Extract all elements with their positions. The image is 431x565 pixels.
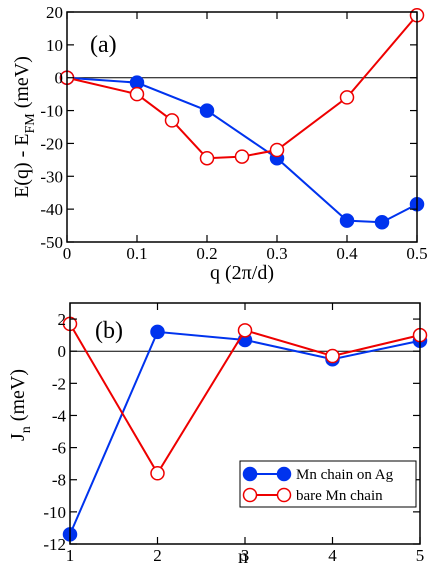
panel-a-x-tick-label: 0.1 [126,244,147,263]
panel-b-y-tick-label: -8 [52,471,66,490]
legend-label-series-1: Mn chain on Ag [296,467,394,483]
panel-b-y-tick-label: -4 [52,406,67,425]
panel-a-x-tick-label: 0.2 [196,244,217,263]
panel-a-y-axis-label-main: E(q) - E [11,134,33,198]
panel-a-x-tick-label: 0 [63,244,72,263]
panel-a-series-2-point [164,113,180,128]
panel-a-y-axis-label-subscript: FM [23,113,38,134]
panel-b-x-tick-label: 3 [241,546,250,565]
panel-a-series-1-point [199,103,215,118]
panel-b-series-2-point [325,348,340,364]
panel-a-y-axis-label-unit: (meV) [11,56,33,113]
legend-marker-series-1-left [242,466,258,482]
panel-a-series-2-point [129,86,145,102]
panel-b-y-axis-label-unit: (meV) [7,369,29,426]
legend-box [239,460,417,508]
panel-a-series-1-point [339,213,355,228]
panel-b-y-tick-label: 0 [58,342,67,361]
panel-a: 0 0.1 0.2 0.3 0.4 0.5 -50 -40 -30 -20 -10 0 10 20 (a)… [11,3,428,284]
legend-marker-series-2-right [276,487,292,503]
panel-a-plot-frame [66,11,418,243]
panel-b-x-axis-label: n [238,546,248,565]
panel-b-series-layer [62,316,428,542]
panel-a-y-tick-label: 10 [46,36,63,55]
panel-b-x-tick-label: 2 [153,546,162,565]
legend-marker-series-2-left [242,487,258,503]
panel-b-series-1-point [150,324,165,340]
panel-a-series-2-point [339,90,355,105]
panel-a-label: (a) [90,32,117,58]
panel-b-x-tick-label: 5 [416,546,425,565]
panel-a-series-2-line [66,14,418,160]
panel-b-y-tick-label: 2 [58,310,67,329]
panel-a-series-2-point [269,142,285,158]
panel-b-label: (b) [95,318,123,344]
panel-a-y-tick-label: -30 [40,167,63,186]
panel-a-y-tick-label: 0 [55,69,64,88]
panel-a-y-tick-label: 20 [46,3,63,22]
panel-a-x-tick-label: 0.4 [336,244,358,263]
legend-label-series-2: bare Mn chain [296,488,383,504]
panel-b-ticks-layer: 1 2 3 4 5 -12 -10 -8 -6 -4 -2 0 2 [43,303,424,565]
panel-a-y-axis-label: E(q) - EFM (meV) [11,56,38,198]
panel-a-series-2-point [199,150,215,166]
panel-a-series-1-point [374,215,390,230]
panel-b-x-tick-label: 1 [66,546,75,565]
panel-a-x-tick-label: 0.3 [266,244,287,263]
legend-marker-series-1-right [276,466,292,482]
panel-b-y-axis-label-main: J [7,433,29,441]
panel-a-ticks-layer: 0 0.1 0.2 0.3 0.4 0.5 -50 -40 -30 -20 -10 0 10 20 [40,3,427,263]
panel-a-y-tick-label: -10 [40,102,63,121]
panel-b-series-2-point [150,466,165,481]
panel-b-legend: Mn chain on Ag bare Mn chain [239,460,417,508]
panel-a-y-tick-label: -50 [40,233,63,252]
panel-a-x-tick-label: 0.5 [406,244,427,263]
panel-b-y-axis-label: Jn (meV) [7,369,34,441]
panel-b-y-tick-label: -6 [52,439,66,458]
panel-b-x-tick-label: 4 [328,546,337,565]
panel-a-series-2-point [234,149,250,164]
panel-b: 1 2 3 4 5 -12 -10 -8 -6 -4 -2 0 2 (b) n Jn (meV) Mn … [7,302,428,565]
panel-b-y-axis-label-subscript: n [19,426,34,433]
panel-b-y-tick-label: -10 [43,503,66,522]
panel-a-y-tick-label: -40 [40,200,63,219]
panel-b-y-tick-label: -2 [52,374,66,393]
panel-a-y-tick-label: -20 [40,134,63,153]
panel-a-x-axis-label: q (2π/d) [210,262,274,284]
panel-b-y-tick-label: -12 [43,535,66,554]
panel-b-series-2-point [237,323,253,338]
